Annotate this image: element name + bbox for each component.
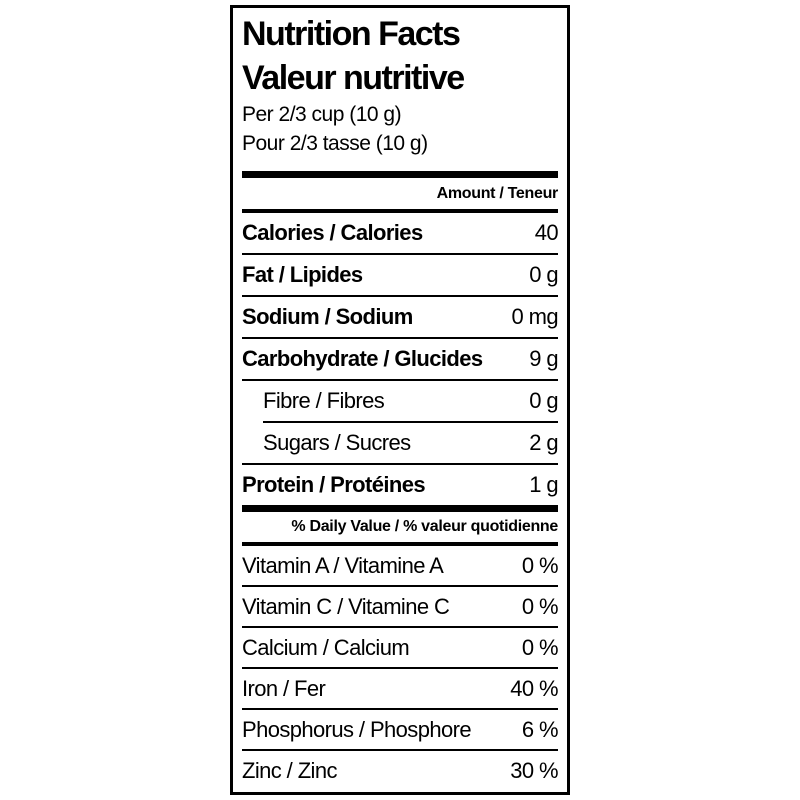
- separator-thick-amount: [242, 171, 558, 178]
- separator-thick-daily-value: [242, 505, 558, 512]
- nutrient-name: Phosphorus / Phosphore: [242, 716, 472, 742]
- nutrient-row: Fibre / Fibres 0 g: [242, 381, 559, 421]
- nutrient-name: Sodium / Sodium: [242, 304, 413, 329]
- nutrient-value: 40: [534, 220, 559, 245]
- nutrient-value: 0 g: [529, 262, 558, 287]
- row-separator: [242, 379, 558, 381]
- daily-value-row: Phosphorus / Phosphore 6 %: [242, 710, 559, 749]
- daily-value-row: Vitamin A / Vitamine A 0 %: [242, 546, 559, 585]
- daily-value-row: Calcium / Calcium 0 %: [242, 628, 559, 667]
- nutrient-name: Sugars / Sucres: [263, 430, 411, 455]
- nutrient-name: Carbohydrate / Glucides: [242, 346, 483, 371]
- nutrient-name: Zinc / Zinc: [242, 757, 337, 783]
- nutrient-row: Protein / Protéines 1 g: [242, 465, 559, 505]
- nutrient-name: Calories / Calories: [242, 220, 423, 245]
- nutrient-row: Sodium / Sodium 0 mg: [242, 297, 559, 337]
- label-title-en: Nutrition Facts: [242, 15, 461, 53]
- nutrient-value: 2 g: [529, 430, 558, 455]
- nutrient-row: Fat / Lipides 0 g: [242, 255, 559, 295]
- nutrient-value: 0 %: [521, 552, 559, 578]
- serving-size-fr: Pour 2/3 tasse (10 g): [242, 132, 428, 155]
- nutrient-row: Calories / Calories 40: [242, 213, 559, 253]
- nutrient-row: Carbohydrate / Glucides 9 g: [242, 339, 559, 379]
- daily-value-row: Vitamin C / Vitamine C 0 %: [242, 587, 559, 626]
- nutrient-row: Sugars / Sucres 2 g: [242, 423, 559, 463]
- separator-medium-amount: [242, 209, 558, 213]
- daily-value-header-label: % Daily Value / % valeur quotidienne: [291, 518, 558, 535]
- row-separator: [242, 749, 558, 751]
- nutrient-value: 0 %: [521, 634, 559, 660]
- title-block: Nutrition Facts Valeur nutritive: [242, 12, 558, 100]
- nutrient-name: Fat / Lipides: [242, 262, 363, 287]
- amount-column-header: Amount / Teneur: [242, 178, 559, 209]
- nutrient-name: Calcium / Calcium: [242, 634, 410, 660]
- label-title-fr: Valeur nutritive: [242, 59, 465, 97]
- row-separator: [242, 295, 558, 297]
- nutrient-value: 0 %: [521, 593, 559, 619]
- nutrition-facts-label: Nutrition Facts Valeur nutritive Per 2/3…: [230, 5, 570, 795]
- nutrient-value: 30 %: [510, 757, 558, 783]
- nutrient-name: Vitamin A / Vitamine A: [242, 552, 444, 578]
- nutrient-table: Calories / Calories 40 Fat / Lipides 0 g Sod…: [242, 213, 559, 505]
- row-separator: [242, 337, 558, 339]
- daily-value-row: Iron / Fer 40 %: [242, 669, 559, 708]
- nutrient-value: 0 mg: [511, 304, 558, 329]
- row-separator: [242, 708, 558, 710]
- amount-header-label: Amount / Teneur: [436, 184, 559, 202]
- nutrient-value: 40 %: [510, 675, 558, 701]
- nutrient-value: 1 g: [529, 472, 558, 497]
- nutrient-name: Iron / Fer: [242, 675, 326, 701]
- daily-value-column-header: % Daily Value / % valeur quotidienne: [242, 512, 558, 542]
- row-separator: [242, 585, 558, 587]
- nutrient-value: 9 g: [529, 346, 558, 371]
- row-separator: [263, 421, 558, 423]
- daily-value-row: Zinc / Zinc 30 %: [242, 751, 559, 790]
- nutrient-value: 6 %: [521, 716, 559, 742]
- row-separator: [242, 463, 558, 465]
- separator-medium-daily-value: [242, 542, 558, 546]
- nutrient-name: Vitamin C / Vitamine C: [242, 593, 450, 619]
- row-separator: [242, 626, 558, 628]
- nutrient-name: Protein / Protéines: [242, 472, 426, 497]
- nutrient-value: 0 g: [529, 388, 558, 413]
- row-separator: [242, 667, 558, 669]
- serving-size-en: Per 2/3 cup (10 g): [242, 103, 402, 126]
- nutrient-name: Fibre / Fibres: [263, 388, 385, 413]
- row-separator: [242, 253, 558, 255]
